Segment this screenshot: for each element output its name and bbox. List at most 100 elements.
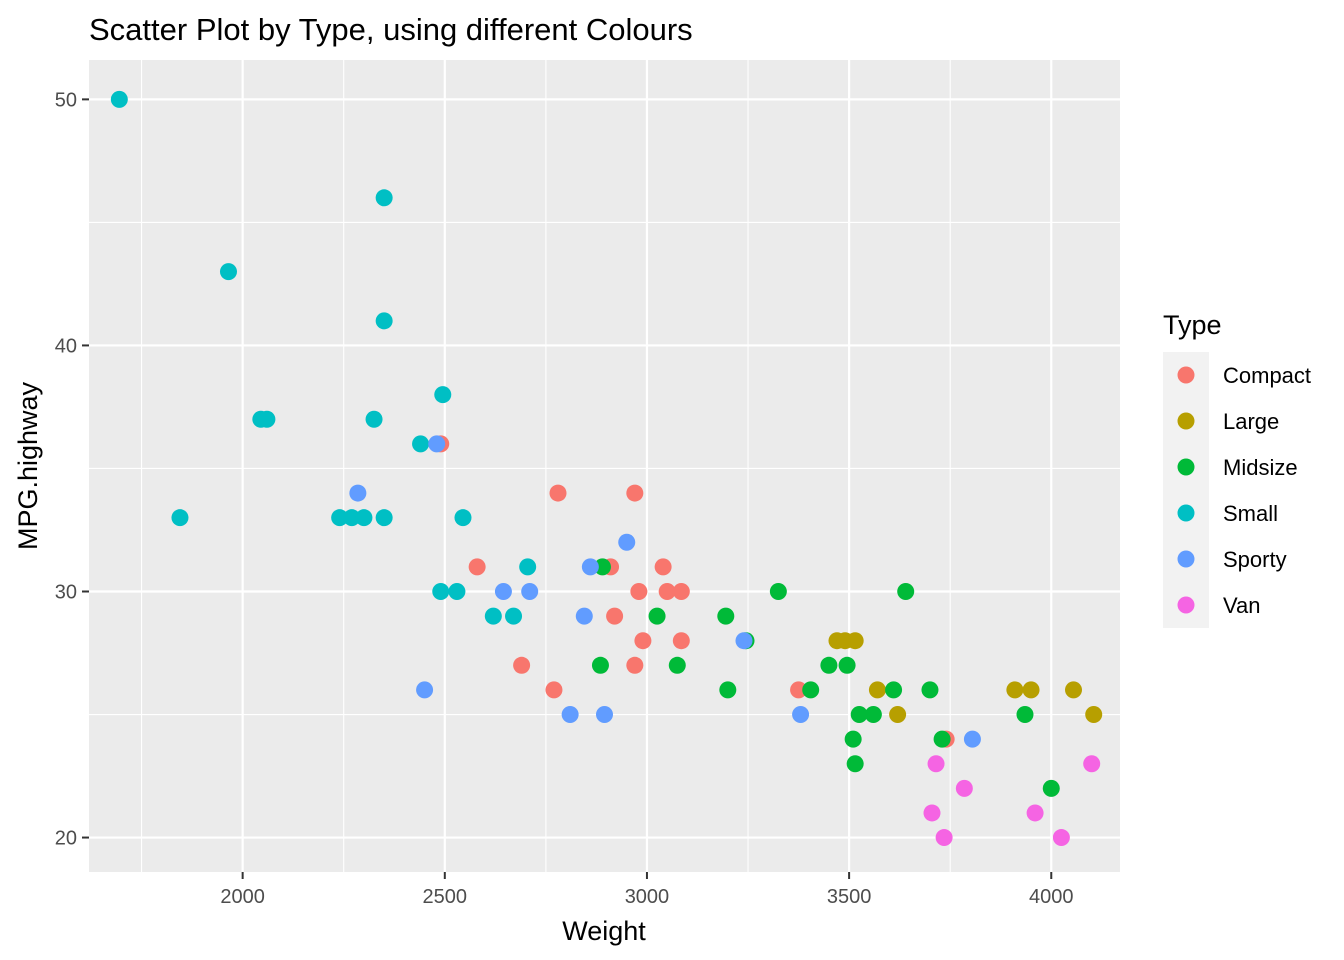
point-large bbox=[1006, 681, 1024, 699]
point-van bbox=[923, 804, 941, 822]
chart-title: Scatter Plot by Type, using different Co… bbox=[89, 12, 693, 47]
point-sporty bbox=[792, 706, 810, 724]
point-midsize bbox=[933, 730, 951, 748]
point-midsize bbox=[846, 755, 864, 773]
point-midsize bbox=[769, 582, 787, 600]
point-midsize bbox=[850, 706, 868, 724]
point-compact bbox=[549, 484, 567, 502]
legend-key-large bbox=[1177, 412, 1195, 430]
point-sporty bbox=[349, 484, 367, 502]
point-compact bbox=[790, 681, 808, 699]
legend-label-van: Van bbox=[1223, 593, 1261, 618]
point-compact bbox=[672, 582, 690, 600]
point-midsize bbox=[897, 582, 915, 600]
point-small bbox=[343, 509, 361, 527]
point-small bbox=[219, 263, 237, 281]
x-axis: 2000 2500 3000 3500 4000 bbox=[220, 872, 1074, 908]
point-small bbox=[484, 607, 502, 625]
point-van bbox=[927, 755, 945, 773]
point-van bbox=[955, 779, 973, 797]
point-midsize bbox=[885, 681, 903, 699]
point-sporty bbox=[575, 607, 593, 625]
point-compact bbox=[630, 582, 648, 600]
point-small bbox=[448, 582, 466, 600]
point-large bbox=[1065, 681, 1083, 699]
point-small bbox=[258, 410, 276, 428]
point-small bbox=[432, 582, 450, 600]
point-small bbox=[454, 509, 472, 527]
point-compact bbox=[545, 681, 563, 699]
point-van bbox=[935, 829, 953, 847]
y-axis: 20 30 40 50 bbox=[55, 89, 89, 850]
legend-label-sporty: Sporty bbox=[1223, 547, 1287, 572]
legend-label-small: Small bbox=[1223, 501, 1278, 526]
point-small bbox=[110, 90, 128, 108]
grid-major bbox=[89, 60, 1120, 872]
point-van bbox=[1083, 755, 1101, 773]
point-sporty bbox=[596, 706, 613, 724]
point-sporty bbox=[428, 435, 446, 453]
point-small bbox=[519, 558, 537, 576]
point-midsize bbox=[591, 656, 609, 674]
point-small bbox=[412, 435, 430, 453]
x-tick-label: 3000 bbox=[625, 886, 670, 908]
x-tick-label: 3500 bbox=[827, 886, 872, 908]
point-midsize bbox=[864, 706, 882, 724]
point-compact bbox=[606, 607, 624, 625]
point-small bbox=[365, 410, 383, 428]
point-small bbox=[434, 386, 452, 404]
point-compact bbox=[672, 632, 690, 650]
legend-label-midsize: Midsize bbox=[1223, 455, 1298, 480]
point-midsize bbox=[802, 681, 820, 699]
y-tick-label: 20 bbox=[55, 828, 77, 850]
point-midsize bbox=[820, 656, 838, 674]
x-tick-label: 2500 bbox=[423, 886, 468, 908]
point-small bbox=[171, 509, 189, 527]
point-small bbox=[331, 509, 349, 527]
point-sporty bbox=[618, 533, 636, 551]
legend-key-background bbox=[1163, 352, 1209, 628]
y-tick-label: 50 bbox=[55, 89, 77, 111]
point-small bbox=[375, 312, 393, 330]
legend-key-van bbox=[1177, 596, 1195, 614]
point-compact bbox=[468, 558, 486, 576]
point-midsize bbox=[1042, 779, 1060, 797]
point-compact bbox=[658, 582, 676, 600]
point-van bbox=[1026, 804, 1044, 822]
y-axis-title: MPG.highway bbox=[13, 381, 43, 550]
point-sporty bbox=[735, 632, 753, 650]
point-sporty bbox=[581, 558, 599, 576]
y-tick-label: 40 bbox=[55, 335, 77, 357]
point-small bbox=[505, 607, 523, 625]
point-sporty bbox=[494, 582, 512, 600]
point-midsize bbox=[719, 681, 737, 699]
x-tick-label: 4000 bbox=[1029, 886, 1074, 908]
point-small bbox=[375, 509, 393, 527]
point-midsize bbox=[1016, 706, 1034, 724]
point-midsize bbox=[921, 681, 939, 699]
point-large bbox=[868, 681, 886, 699]
y-tick-label: 30 bbox=[55, 581, 77, 603]
legend-label-large: Large bbox=[1223, 409, 1279, 434]
data-points bbox=[110, 90, 1103, 847]
point-midsize bbox=[648, 607, 666, 625]
point-compact bbox=[626, 656, 644, 674]
point-small bbox=[375, 189, 393, 207]
point-compact bbox=[513, 656, 531, 674]
point-midsize bbox=[844, 730, 862, 748]
x-tick-label: 2000 bbox=[220, 886, 265, 908]
point-midsize bbox=[838, 656, 856, 674]
point-compact bbox=[634, 632, 652, 650]
point-compact bbox=[654, 558, 672, 576]
point-large bbox=[1085, 706, 1103, 724]
legend-label-compact: Compact bbox=[1223, 363, 1311, 388]
point-large bbox=[1022, 681, 1040, 699]
point-sporty bbox=[561, 706, 579, 724]
point-large bbox=[846, 632, 864, 650]
point-midsize bbox=[668, 656, 686, 674]
point-large bbox=[889, 706, 907, 724]
legend-key-compact bbox=[1177, 366, 1195, 384]
x-axis-title: Weight bbox=[562, 916, 646, 946]
legend: Type Compact Large Midsize Small Sporty Van bbox=[1163, 310, 1311, 628]
point-sporty bbox=[521, 582, 539, 600]
